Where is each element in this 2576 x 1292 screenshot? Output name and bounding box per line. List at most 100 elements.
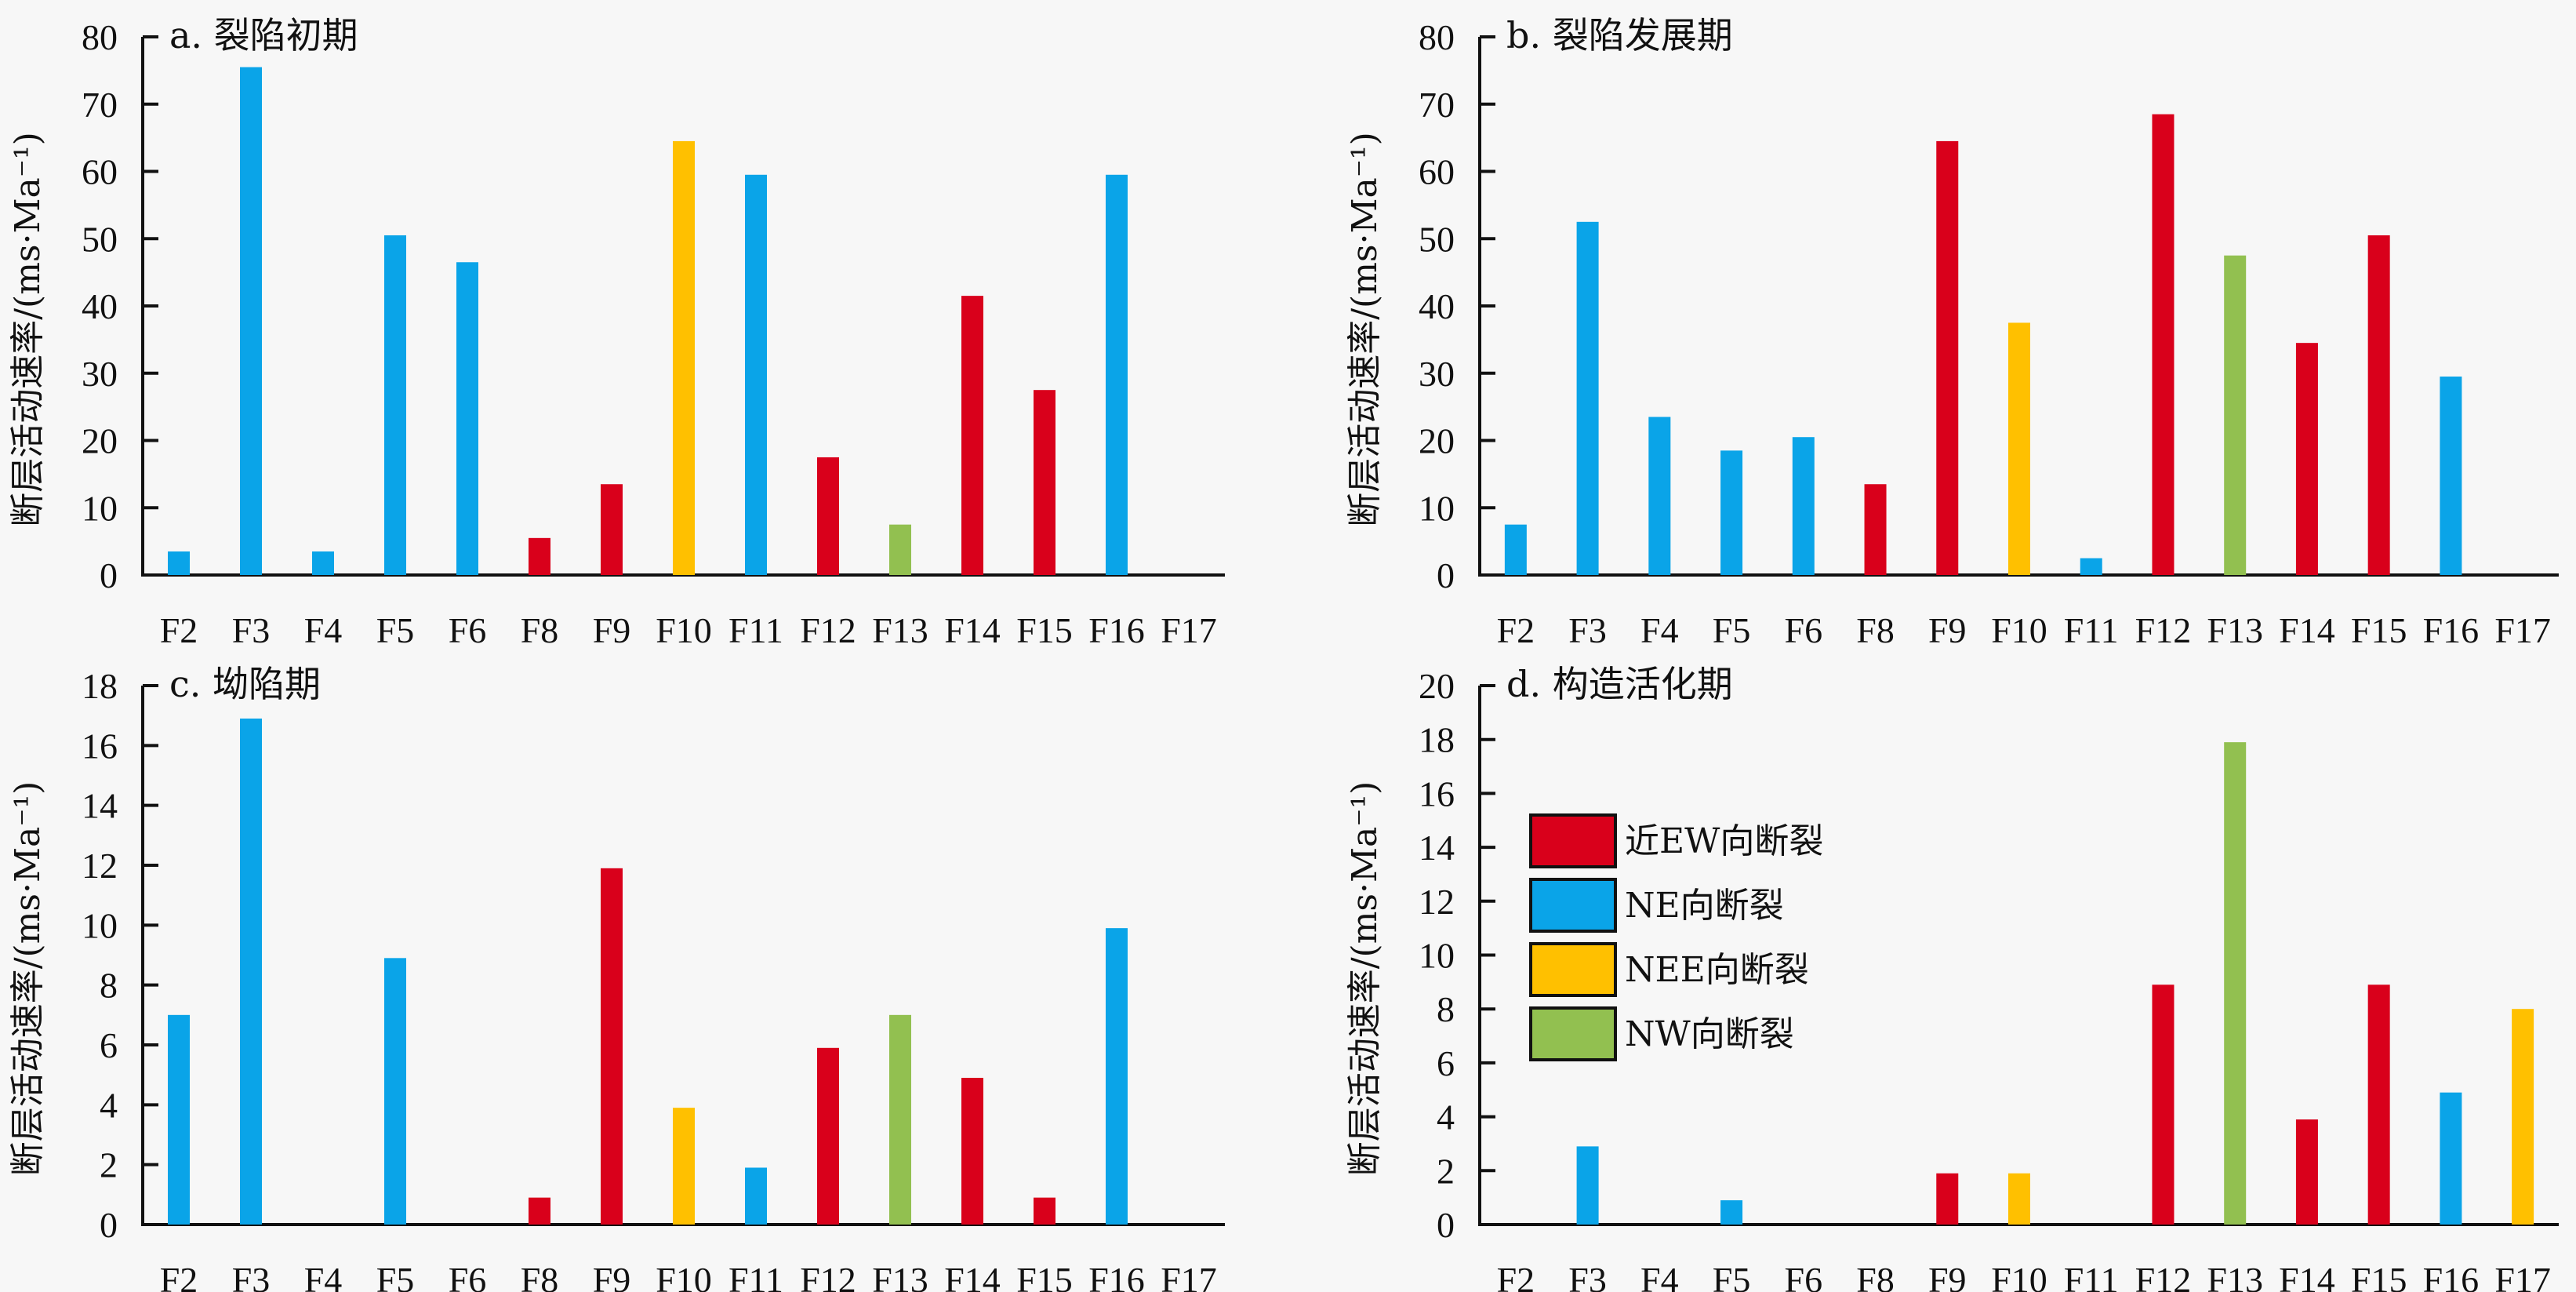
y-tick-label: 80	[82, 17, 118, 57]
bar-F3	[240, 718, 262, 1225]
y-tick-label: 2	[100, 1145, 118, 1185]
bar-F15	[1034, 1197, 1055, 1225]
x-tick-label: F3	[1568, 1260, 1607, 1292]
x-tick-label: F10	[1991, 1260, 2047, 1292]
bar-F3	[1576, 1146, 1599, 1225]
bar-F11	[745, 1167, 767, 1225]
legend-swatch	[1529, 1006, 1617, 1061]
legend: 近EW向断裂 NE向断裂 NEE向断裂 NW向断裂	[1529, 813, 1823, 1061]
x-tick-label: F2	[160, 1260, 198, 1292]
x-tick-label: F17	[2494, 610, 2551, 650]
panel-title: b. 裂陷发展期	[1506, 14, 1733, 56]
legend-item-NEE: NEE向断裂	[1529, 942, 1809, 997]
bar-F15	[2367, 984, 2390, 1225]
panel-d: 断层活动速率/(ms·Ma⁻¹) 0 2 4 6 8 10 12 14 16 18 20 F2 F3 F4 F…	[1345, 663, 2559, 1292]
bar-F11	[2080, 558, 2102, 575]
x-tick-label: F5	[376, 610, 415, 650]
x-tick-label: F15	[1016, 610, 1073, 650]
x-tick-label: F16	[1088, 1260, 1145, 1292]
y-tick-label: 16	[82, 726, 118, 766]
bar-F2	[1504, 524, 1527, 575]
x-tick-label: F3	[232, 1260, 271, 1292]
x-tick-label: F14	[944, 610, 1001, 650]
legend-label: NE向断裂	[1625, 886, 1784, 926]
panel-a: 断层活动速率/(ms·Ma⁻¹) 0 10 20 30 40 50 60 70 80 F2 F3 F4 F…	[8, 14, 1225, 650]
x-tick-label: F12	[2135, 610, 2192, 650]
panel-title: c. 坳陷期	[169, 663, 321, 705]
y-tick-label: 0	[1437, 555, 1455, 595]
bar-F9	[601, 484, 623, 575]
bar-F5	[384, 235, 406, 575]
y-tick-label: 60	[82, 152, 118, 192]
x-tick-label: F17	[1161, 1260, 1217, 1292]
x-tick-label: F6	[449, 1260, 487, 1292]
y-tick-label: 14	[82, 786, 118, 826]
bar-F16	[2440, 1092, 2462, 1225]
x-tick-label: F5	[376, 1260, 415, 1292]
legend-swatch	[1529, 942, 1617, 997]
y-tick-label: 70	[1419, 85, 1455, 125]
bar-F10	[673, 140, 695, 576]
bar-F5	[1720, 1200, 1743, 1225]
bar-F16	[2440, 377, 2462, 575]
y-tick-label: 30	[1419, 354, 1455, 394]
y-tick-label: 20	[1419, 421, 1455, 461]
bar-F13	[2224, 742, 2247, 1225]
x-tick-label: F12	[2135, 1260, 2192, 1292]
bar-F12	[817, 457, 839, 575]
legend-item-NW: NW向断裂	[1529, 1006, 1794, 1061]
x-tick-label: F8	[1856, 610, 1895, 650]
legend-item-EW: 近EW向断裂	[1529, 813, 1823, 868]
bar-F3	[240, 67, 262, 575]
bar-F14	[961, 1077, 983, 1225]
panel-b: 断层活动速率/(ms·Ma⁻¹) 0 10 20 30 40 50 60 70 80 F2 F3 F4 F…	[1345, 14, 2559, 650]
y-tick-label: 80	[1419, 17, 1455, 57]
bar-F10	[673, 1108, 695, 1225]
y-tick-label: 18	[1419, 720, 1455, 760]
y-tick-label: 40	[1419, 286, 1455, 326]
y-tick-label: 0	[100, 1205, 118, 1245]
bar-F14	[961, 296, 983, 575]
y-tick-label: 10	[82, 905, 118, 945]
x-tick-label: F12	[800, 1260, 856, 1292]
bar-F8	[529, 537, 550, 575]
legend-label: 近EW向断裂	[1625, 821, 1823, 861]
x-tick-label: F4	[304, 1260, 343, 1292]
legend-swatch	[1529, 813, 1617, 868]
x-tick-label: F14	[2279, 1260, 2335, 1292]
x-tick-label: F3	[232, 610, 271, 650]
bar-F6	[456, 262, 478, 575]
bar-F12	[2152, 114, 2175, 576]
y-tick-label: 50	[1419, 219, 1455, 259]
y-tick-label: 10	[1419, 488, 1455, 528]
bar-F8	[1864, 484, 1887, 575]
bar-F4	[312, 551, 334, 575]
x-tick-label: F2	[1497, 1260, 1535, 1292]
y-tick-label: 6	[1437, 1043, 1455, 1083]
x-tick-label: F15	[1016, 1260, 1073, 1292]
bar-F10	[2008, 1173, 2030, 1225]
y-tick-label: 16	[1419, 773, 1455, 813]
bar-F5	[384, 958, 406, 1225]
x-tick-label: F12	[800, 610, 856, 650]
y-tick-label: 10	[82, 488, 118, 528]
y-tick-label: 14	[1419, 828, 1455, 868]
x-tick-label: F4	[1640, 610, 1679, 650]
x-tick-label: F11	[728, 610, 783, 650]
bar-F16	[1106, 928, 1128, 1225]
y-axis-label: 断层活动速率/(ms·Ma⁻¹)	[8, 132, 48, 527]
y-tick-label: 8	[1437, 989, 1455, 1029]
x-tick-label: F4	[304, 610, 343, 650]
y-tick-label: 10	[1419, 936, 1455, 976]
bar-F9	[1936, 140, 1959, 576]
x-tick-label: F13	[2207, 1260, 2263, 1292]
y-tick-label: 40	[82, 286, 118, 326]
y-tick-label: 6	[100, 1025, 118, 1065]
x-tick-label: F16	[2423, 610, 2480, 650]
bar-F14	[2295, 343, 2318, 575]
x-tick-label: F15	[2351, 610, 2407, 650]
y-tick-label: 20	[82, 421, 118, 461]
bar-F13	[889, 524, 911, 575]
y-axis-label: 断层活动速率/(ms·Ma⁻¹)	[1345, 781, 1385, 1177]
